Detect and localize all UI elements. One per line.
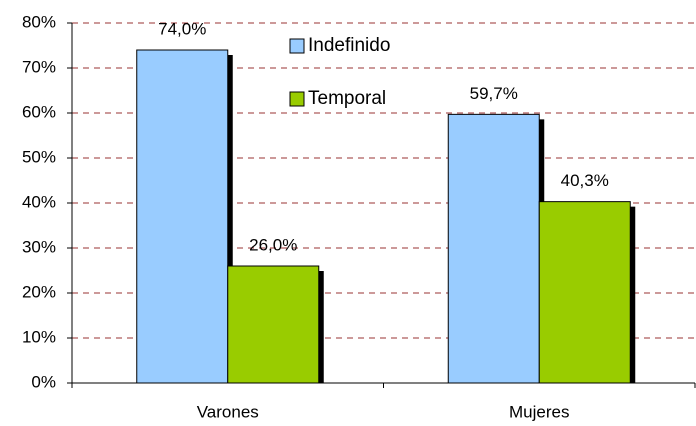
legend-swatch [289,38,305,54]
y-tick-label: 80% [22,12,56,31]
bar [538,201,631,384]
x-tick-label: Varones [197,402,259,421]
bar [447,113,540,384]
y-tick-label: 70% [22,57,56,76]
legend-label: Indefinido [308,35,390,56]
y-tick-label: 0% [31,372,56,391]
value-label: 26,0% [249,235,297,254]
y-tick-label: 10% [22,327,56,346]
x-tick-label: Mujeres [509,402,569,421]
legend-swatch [289,91,305,107]
legend-label: Temporal [308,88,386,109]
y-tick-label: 20% [22,282,56,301]
y-tick-label: 50% [22,147,56,166]
value-label: 59,7% [470,84,518,103]
bar [227,265,320,384]
y-tick-label: 40% [22,192,56,211]
y-tick-label: 60% [22,102,56,121]
value-label: 40,3% [561,171,609,190]
bar [136,49,229,384]
value-label: 74,0% [158,19,206,38]
y-tick-label: 30% [22,237,56,256]
